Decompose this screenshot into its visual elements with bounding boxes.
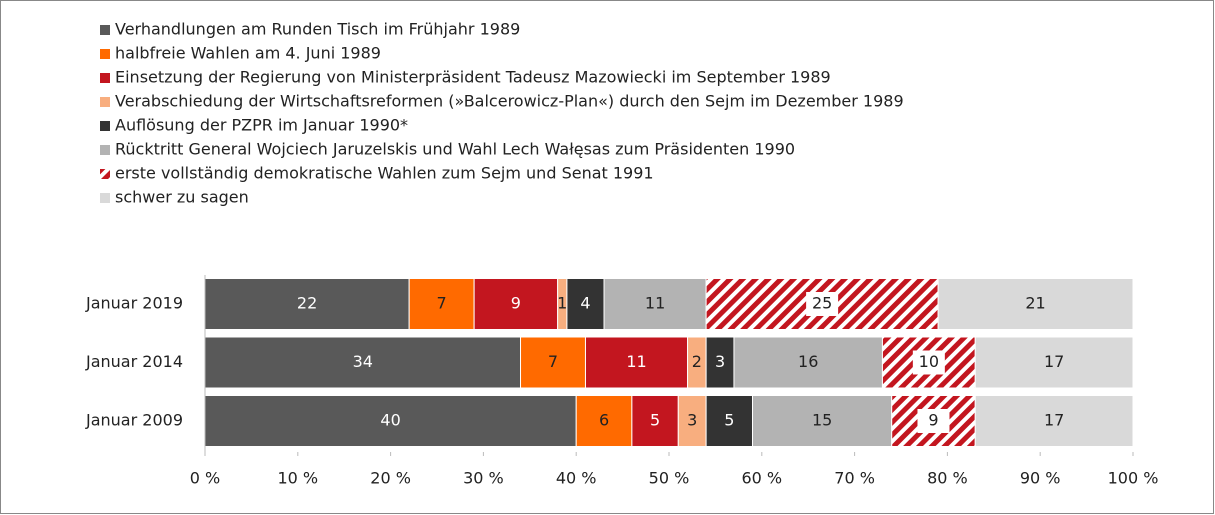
data-label: 11	[645, 294, 665, 313]
data-label: 40	[380, 411, 400, 430]
data-label: 2	[692, 352, 702, 371]
data-label: 16	[798, 352, 818, 371]
legend-label: Einsetzung der Regierung von Ministerprä…	[115, 68, 831, 87]
bar-segment	[733, 336, 883, 389]
y-tick-label: Januar 2019	[85, 294, 183, 313]
legend-label: Auflösung der PZPR im Januar 1990*	[115, 116, 408, 135]
legend-swatch	[100, 121, 110, 131]
data-label: 5	[650, 411, 660, 430]
label-box	[917, 409, 950, 433]
legend-swatch	[100, 145, 110, 155]
data-label: 9	[928, 411, 938, 430]
bar-segment	[677, 395, 707, 447]
legend-swatch	[100, 193, 110, 203]
x-tick-label: 50 %	[649, 469, 690, 488]
x-tick-label: 100 %	[1108, 469, 1159, 488]
y-tick-label: Januar 2009	[85, 411, 183, 430]
legend-swatch	[100, 169, 110, 179]
data-label: 1	[557, 294, 567, 313]
bar-segment	[974, 395, 1134, 447]
data-label: 7	[548, 352, 558, 371]
data-label: 4	[580, 294, 590, 313]
legend-swatch	[100, 25, 110, 35]
data-label: 3	[715, 352, 725, 371]
y-tick-label: Januar 2014	[85, 352, 183, 371]
data-label: 11	[626, 352, 646, 371]
legend-label: Verabschiedung der Wirtschaftsreformen (…	[115, 92, 904, 111]
bar-segment	[584, 336, 689, 389]
bar-segment	[752, 395, 893, 447]
label-box	[806, 292, 839, 316]
bar-segment	[937, 278, 1134, 330]
legend-label: halbfreie Wahlen am 4. Juni 1989	[115, 44, 381, 63]
x-tick-label: 10 %	[277, 469, 318, 488]
data-label: 17	[1044, 411, 1064, 430]
data-label: 6	[599, 411, 609, 430]
x-tick-label: 40 %	[556, 469, 597, 488]
data-label: 34	[353, 352, 373, 371]
bar-segment	[974, 336, 1134, 389]
data-label: 25	[812, 294, 832, 313]
legend-label: Verhandlungen am Runden Tisch im Frühjah…	[115, 20, 520, 39]
data-label: 5	[724, 411, 734, 430]
legend-swatch	[100, 49, 110, 59]
bar-segment	[631, 395, 679, 447]
bar-segment	[204, 278, 410, 330]
legend-label: erste vollständig demokratische Wahlen z…	[115, 164, 654, 183]
data-label: 22	[297, 294, 317, 313]
bar-segment	[204, 395, 577, 447]
x-tick-label: 80 %	[927, 469, 968, 488]
bar-segment	[520, 336, 586, 389]
legend-swatch	[100, 73, 110, 83]
x-tick-label: 90 %	[1020, 469, 1061, 488]
bar-segment	[575, 395, 633, 447]
x-tick-label: 0 %	[190, 469, 220, 488]
data-label: 21	[1025, 294, 1045, 313]
data-label: 10	[919, 352, 939, 371]
data-label: 7	[437, 294, 447, 313]
legend-swatch	[100, 97, 110, 107]
label-box	[912, 350, 945, 375]
data-label: 15	[812, 411, 832, 430]
data-label: 17	[1044, 352, 1064, 371]
x-tick-label: 70 %	[834, 469, 875, 488]
x-tick-label: 20 %	[370, 469, 411, 488]
data-label: 9	[511, 294, 521, 313]
x-tick-label: 30 %	[463, 469, 504, 488]
data-label: 3	[687, 411, 697, 430]
legend-label: Rücktritt General Wojciech Jaruzelskis u…	[115, 140, 795, 159]
bar-segment	[891, 395, 976, 447]
x-tick-label: 60 %	[741, 469, 782, 488]
legend-label: schwer zu sagen	[115, 188, 249, 207]
bar-segment	[705, 336, 735, 389]
